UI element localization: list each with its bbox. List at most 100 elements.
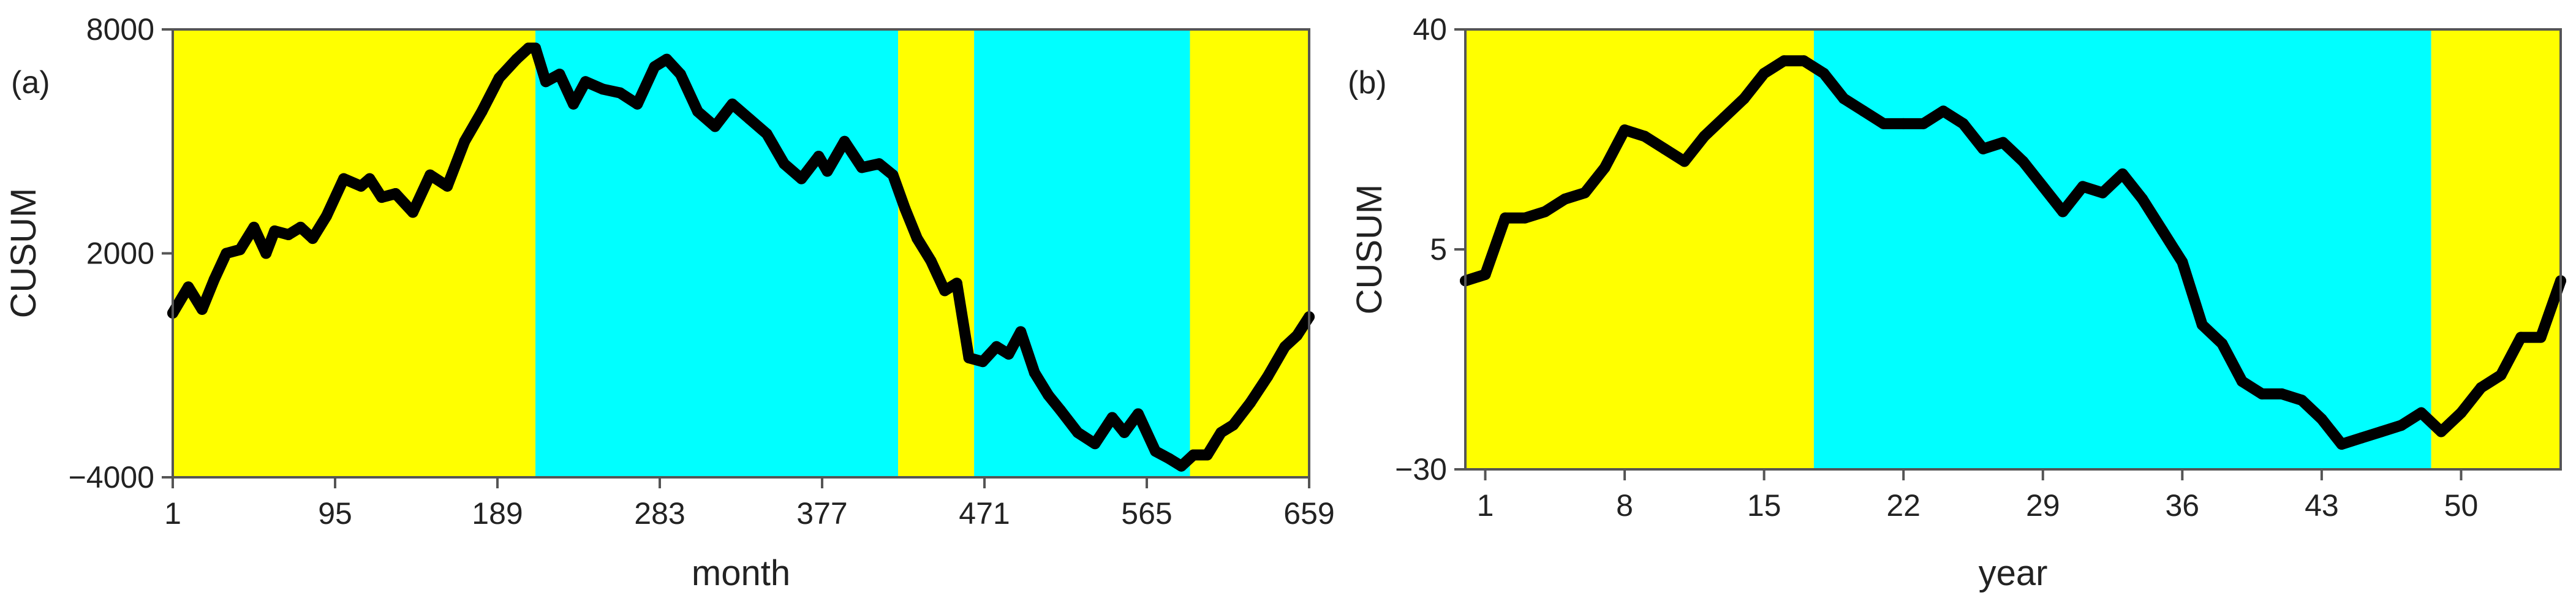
panel-a-data-point xyxy=(899,203,911,214)
panel-b-x-tick-label: 1 xyxy=(1477,488,1494,523)
panel-a-data-point xyxy=(1072,426,1084,438)
panel-b-data-point xyxy=(2415,407,2427,418)
panel-a-data-point xyxy=(1163,453,1175,464)
panel-b-data-point xyxy=(1798,55,1810,67)
panel-b: 1 8 15 22 29 36 43 50 −30 5 40 (b) year CUSUM xyxy=(1348,12,2566,593)
panel-a-data-point xyxy=(295,221,306,233)
panel-a-data-point xyxy=(282,229,294,241)
panel-a-y-tick-label: 8000 xyxy=(86,12,154,47)
panel-a-x-tick-label: 471 xyxy=(959,496,1010,531)
panel-a-data-point xyxy=(234,244,246,255)
panel-a-data-point xyxy=(692,106,704,118)
panel-a-regime-yellow-3 xyxy=(898,29,975,477)
panel-a-data-point xyxy=(1150,445,1161,457)
panel-a-data-point xyxy=(822,165,833,177)
panel-a-data-point xyxy=(248,221,260,233)
panel-b-data-point xyxy=(2196,319,2208,331)
panel-a-data-point xyxy=(597,83,608,95)
panel-a-data-point xyxy=(887,169,899,181)
panel-a-label: (a) xyxy=(11,65,50,100)
panel-b-data-point xyxy=(1898,118,1909,129)
panel-a-regime-cyan-4 xyxy=(974,29,1190,477)
panel-b-x-tick-label: 22 xyxy=(1886,488,1921,523)
panel-b-data-point xyxy=(2077,181,2088,192)
panel-b-data-point xyxy=(1599,162,1611,173)
panel-a-data-point xyxy=(991,341,1002,352)
panel-a-data-point xyxy=(856,162,867,173)
panel-a-data-point xyxy=(813,151,825,162)
panel-b-data-point xyxy=(2435,426,2447,437)
panel-a-data-point xyxy=(355,180,367,192)
panel-b-x-axis-label: year xyxy=(1979,553,2048,593)
panel-a-data-point xyxy=(338,173,350,184)
panel-b-data-point xyxy=(1818,67,1830,79)
panel-a-data-point xyxy=(376,192,388,203)
panel-a-x-tick-label: 283 xyxy=(634,496,685,531)
panel-a-data-point xyxy=(407,206,418,218)
panel-b-data-point xyxy=(1679,156,1690,167)
panel-b-data-point xyxy=(1479,269,1491,281)
panel-b-data-point xyxy=(2236,376,2248,387)
panel-a-data-point xyxy=(1015,326,1027,338)
panel-a-data-point xyxy=(1262,371,1274,382)
panel-a-data-point xyxy=(1043,389,1054,401)
panel-b-data-point xyxy=(2097,187,2109,199)
panel-a-data-point xyxy=(1245,397,1256,409)
panel-b-regime-yellow-3 xyxy=(2431,29,2561,469)
panel-a-data-point xyxy=(1029,367,1040,379)
panel-b-data-point xyxy=(1957,118,1969,129)
panel-a-x-axis-label: month xyxy=(692,553,790,593)
panel-b-data-point xyxy=(2216,338,2228,349)
panel-b-data-point xyxy=(1917,118,1929,129)
panel-a-data-point xyxy=(709,121,721,132)
panel-a-data-point xyxy=(939,285,951,297)
panel-b-data-point xyxy=(1519,212,1531,224)
panel-b-data-point xyxy=(1619,124,1631,136)
panel-a-data-point xyxy=(390,188,401,200)
panel-a-x-tick-label: 659 xyxy=(1283,496,1334,531)
panel-a-x-tick-label: 95 xyxy=(318,496,352,531)
panel-a-data-point xyxy=(674,69,686,80)
panel-a-data-point xyxy=(442,180,453,192)
panel-a-data-point xyxy=(208,274,220,286)
panel-b-data-point xyxy=(1858,105,1870,117)
panel-a-data-point xyxy=(744,113,755,125)
panel-a-x-tick-label: 565 xyxy=(1121,496,1172,531)
panel-a-data-point xyxy=(778,158,790,170)
panel-a-data-point xyxy=(661,53,673,65)
panel-a-data-point xyxy=(963,352,975,364)
panel-a-y-tick-label: −4000 xyxy=(69,460,154,494)
panel-a-data-point xyxy=(511,53,523,65)
panel-a-data-point xyxy=(580,76,591,88)
panel-a-data-point xyxy=(1215,426,1227,438)
panel-a-x-tick-label: 1 xyxy=(164,496,181,531)
panel-a-data-point xyxy=(925,255,937,267)
panel-a-data-point xyxy=(307,233,319,244)
panel-b-data-point xyxy=(2117,168,2128,180)
panel-b-data-point xyxy=(1718,112,1730,123)
panel-b-data-point xyxy=(2455,407,2467,418)
panel-a-regime-cyan-2 xyxy=(535,29,899,477)
panel-a-data-point xyxy=(476,106,488,118)
panel-a-data-point xyxy=(614,87,626,99)
panel-a-data-point xyxy=(1176,460,1187,472)
panel-b-x-tick-label: 36 xyxy=(2166,488,2200,523)
panel-b-data-point xyxy=(1977,143,1989,154)
panel-b-data-point xyxy=(1878,118,1889,129)
panel-a-data-point xyxy=(951,278,962,289)
panel-b-data-point xyxy=(1639,131,1650,142)
panel-b-data-point xyxy=(2296,395,2308,406)
panel-b-data-point xyxy=(2376,426,2387,437)
panel-b-data-point xyxy=(2177,256,2188,268)
panel-b-data-point xyxy=(1500,212,1511,224)
panel-a-y-tick-label: 2000 xyxy=(86,237,154,271)
panel-a-data-point xyxy=(459,135,470,147)
panel-b-x-tick-label: 15 xyxy=(1747,488,1781,523)
panel-b-data-point xyxy=(2336,438,2347,450)
panel-b-data-point xyxy=(1739,93,1750,104)
panel-a-data-point xyxy=(260,248,272,259)
panel-a-data-point xyxy=(912,233,923,244)
panel-b-data-point xyxy=(2535,331,2547,343)
panel-b-regime-yellow-1 xyxy=(1465,29,1814,469)
